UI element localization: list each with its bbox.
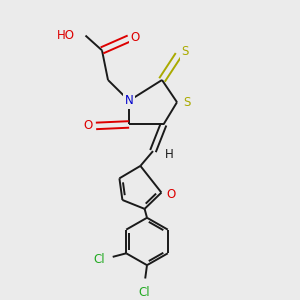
Text: S: S [183, 96, 190, 109]
Text: S: S [182, 45, 189, 58]
Text: O: O [167, 188, 176, 201]
Text: HO: HO [57, 29, 75, 42]
Text: Cl: Cl [138, 286, 150, 299]
Text: Cl: Cl [94, 253, 105, 266]
Text: H: H [164, 148, 173, 160]
Text: O: O [84, 119, 93, 132]
Text: O: O [130, 31, 140, 44]
Text: N: N [124, 94, 134, 107]
